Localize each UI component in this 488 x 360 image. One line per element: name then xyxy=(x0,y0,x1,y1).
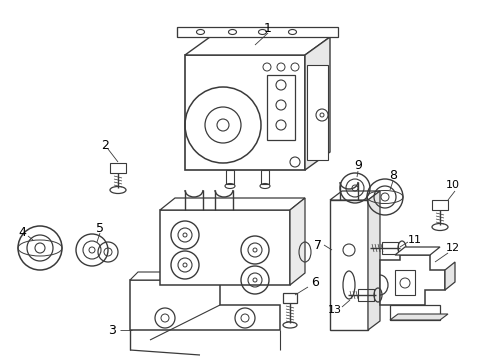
Text: 2: 2 xyxy=(101,139,109,152)
Bar xyxy=(266,75,294,140)
Polygon shape xyxy=(160,198,305,210)
Bar xyxy=(394,270,414,295)
Text: 5: 5 xyxy=(96,221,104,234)
Text: 11: 11 xyxy=(407,235,421,245)
Bar xyxy=(306,65,327,160)
Bar xyxy=(431,200,447,210)
Polygon shape xyxy=(389,314,447,320)
Polygon shape xyxy=(177,27,337,37)
Text: 6: 6 xyxy=(310,275,318,288)
Text: 3: 3 xyxy=(108,324,116,337)
Text: 7: 7 xyxy=(313,239,321,252)
Polygon shape xyxy=(444,262,454,290)
Polygon shape xyxy=(130,280,280,330)
Polygon shape xyxy=(130,272,227,280)
Bar xyxy=(261,170,268,184)
Bar xyxy=(381,242,397,254)
Polygon shape xyxy=(367,191,379,330)
Text: 12: 12 xyxy=(445,243,459,253)
Bar xyxy=(389,305,439,320)
Polygon shape xyxy=(329,191,379,200)
Bar xyxy=(160,210,289,285)
Bar xyxy=(329,200,367,330)
Bar xyxy=(225,170,234,184)
Bar xyxy=(110,163,126,173)
Polygon shape xyxy=(379,255,444,305)
Text: 10: 10 xyxy=(445,180,459,190)
Text: 8: 8 xyxy=(388,168,396,181)
Text: 9: 9 xyxy=(353,158,361,171)
Polygon shape xyxy=(394,247,439,255)
Polygon shape xyxy=(184,37,329,55)
Bar xyxy=(283,293,296,303)
Text: 4: 4 xyxy=(18,225,26,239)
Bar xyxy=(357,289,373,301)
Text: 1: 1 xyxy=(264,22,271,35)
Text: 13: 13 xyxy=(327,305,341,315)
Polygon shape xyxy=(289,198,305,285)
Polygon shape xyxy=(305,37,329,170)
Bar xyxy=(184,55,305,170)
